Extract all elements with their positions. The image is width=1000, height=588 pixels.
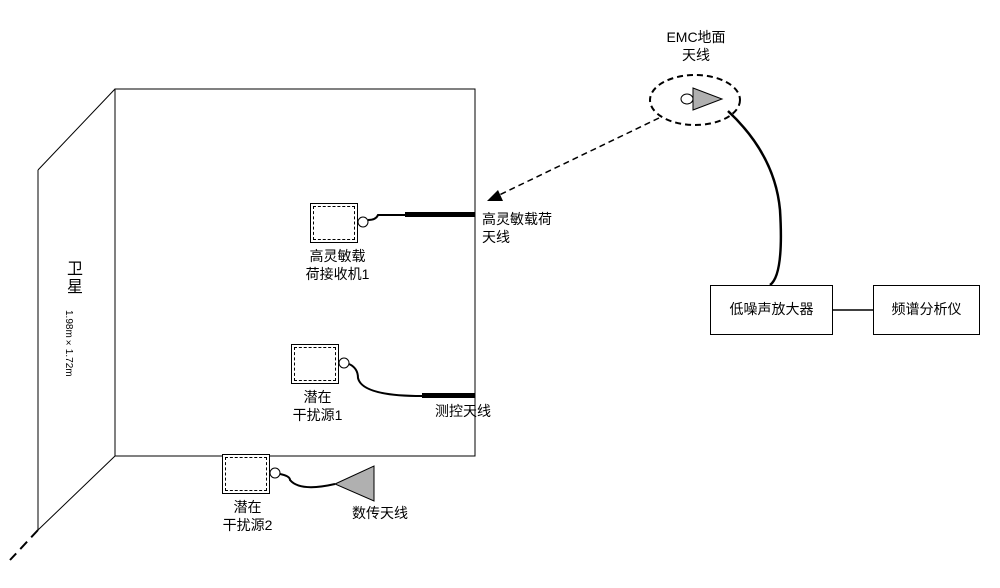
arrow-emc-to-payload bbox=[487, 118, 659, 201]
payload-antenna-element bbox=[405, 212, 475, 217]
connector-receiver bbox=[358, 215, 405, 227]
label-payload-antenna: 高灵敏载荷 天线 bbox=[482, 210, 572, 246]
label-sa: 频谱分析仪 bbox=[892, 300, 962, 320]
diagram-svg bbox=[0, 0, 1000, 588]
box-low-noise-amp: 低噪声放大器 bbox=[710, 285, 833, 335]
label-payload-receiver: 高灵敏载 荷接收机1 bbox=[300, 247, 375, 283]
box-interference-2 bbox=[222, 454, 270, 494]
connector-interf1 bbox=[339, 358, 422, 396]
box-payload-receiver bbox=[310, 203, 358, 243]
data-antenna-icon bbox=[335, 466, 374, 501]
emc-antenna-icon bbox=[693, 88, 722, 110]
emc-feed-ring bbox=[681, 94, 693, 104]
label-lna: 低噪声放大器 bbox=[730, 300, 814, 320]
satellite-text: 卫星 bbox=[64, 260, 81, 296]
satellite-dims-text: 1.98m×1.72m bbox=[63, 310, 74, 377]
label-interference-1: 潜在 干扰源1 bbox=[290, 388, 345, 424]
box-interference-1 bbox=[291, 344, 339, 384]
label-satellite: 卫星 bbox=[60, 260, 84, 296]
box-spectrum-analyzer: 频谱分析仪 bbox=[873, 285, 980, 335]
label-emc-title: EMC地面 天线 bbox=[656, 28, 736, 64]
label-satellite-dims: 1.98m×1.72m bbox=[63, 310, 74, 377]
label-interference-2: 潜在 干扰源2 bbox=[220, 498, 275, 534]
cable-emc-to-lna bbox=[728, 111, 781, 285]
tt-antenna-element bbox=[422, 393, 475, 398]
label-data-antenna: 数传天线 bbox=[352, 504, 422, 522]
connector-interf2 bbox=[270, 468, 335, 487]
label-tt-antenna: 测控天线 bbox=[435, 402, 505, 420]
